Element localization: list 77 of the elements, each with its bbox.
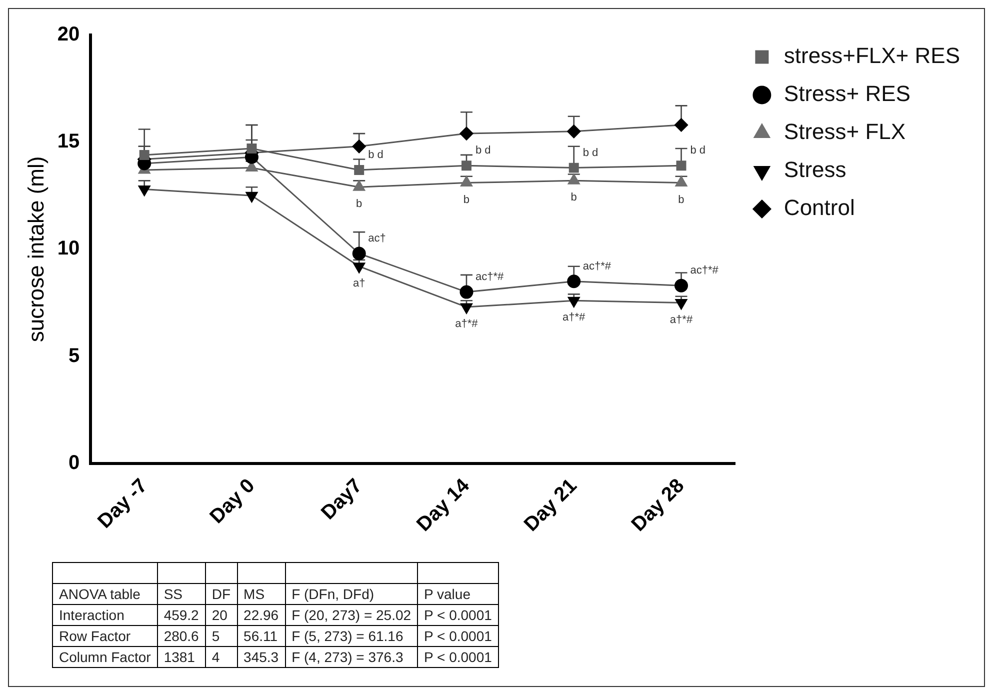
point [675,176,688,187]
annotation: b d [582,146,598,159]
legend-label: Stress+ RES [784,81,910,106]
point [675,299,688,310]
point [352,246,366,260]
text: MS [237,584,286,604]
text: P < 0.0001 [418,604,498,626]
point [567,124,581,138]
annotation: a† [352,277,366,290]
point [676,160,686,171]
point [461,160,472,171]
text: Column Factor [52,646,158,668]
point [674,278,688,292]
text: F (5, 273) = 61.16 [285,626,418,646]
point [460,285,474,299]
point [352,140,366,154]
text: DF [205,584,238,604]
text: 56.11 [237,626,286,646]
text: 5 [205,626,238,646]
point [246,192,258,202]
annotation: b [463,194,470,206]
annotation: b [356,198,362,210]
annotation: a†*# [670,314,694,326]
annotation: b d [690,144,706,157]
point [246,144,257,154]
annotation: a†*# [455,318,479,330]
point [567,274,581,288]
x-tick-label: Day 21 [520,474,582,536]
text: SS [157,584,206,604]
annotation: ac†*# [475,271,504,284]
annotation: a†*# [562,312,586,324]
point [354,164,364,175]
x-tick-label: Day 28 [628,474,689,536]
point [568,296,580,308]
y-tick-label: 5 [68,344,80,367]
annotation: b d [368,148,384,161]
text: P < 0.0001 [418,646,498,668]
text: 22.96 [237,604,286,626]
legend-label: Control [784,195,855,220]
point [353,262,366,274]
y-tick-label: 20 [57,24,80,46]
point [460,176,472,187]
text: F (DFn, DFd) [285,584,418,604]
annotation: b d [475,144,491,157]
text: 345.3 [237,646,286,668]
point [138,185,150,196]
text: 4 [205,646,238,668]
annotation: ac† [368,232,386,245]
text: P < 0.0001 [418,626,498,646]
y-tick-label: 0 [68,452,80,474]
text: 280.6 [157,626,206,646]
point [460,126,474,140]
text: ANOVA table [52,584,158,604]
x-tick-label: Day 14 [412,474,475,536]
text: 459.2 [157,604,206,626]
point [568,162,579,173]
text: 20 [205,604,238,626]
legend-label: Stress [784,157,846,182]
y-tick-label: 15 [57,130,80,153]
text: P value [418,584,498,604]
x-tick-label: Day 0 [206,474,260,528]
y-axis-title: sucrose intake (ml) [23,156,48,342]
text: F (4, 273) = 376.3 [285,646,418,668]
annotation: ac†*# [582,260,612,272]
annotation: ac†*# [690,264,720,277]
point [460,303,472,314]
legend-label: Stress+ FLX [784,119,906,144]
text: Interaction [52,604,158,626]
point [674,118,688,132]
annotation: b [570,192,577,204]
legend-label: stress+FLX+ RES [784,43,960,68]
text: 1381 [157,646,206,668]
y-tick-label: 10 [57,238,80,260]
text: Row Factor [52,626,158,646]
text: F (20, 273) = 25.02 [285,604,418,626]
x-tick-label: Day -7 [94,474,152,533]
annotation: b [678,194,684,206]
